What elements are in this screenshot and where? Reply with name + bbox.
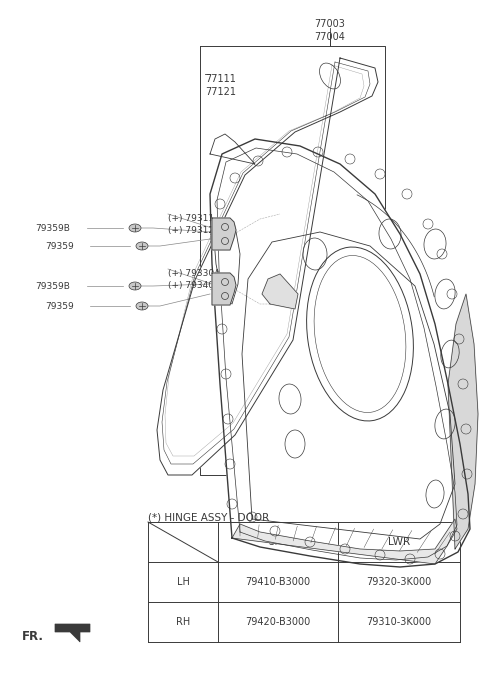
Text: 77003
77004: 77003 77004 <box>314 19 346 42</box>
Text: (+) 79311
(+) 79312: (+) 79311 (+) 79312 <box>168 214 214 235</box>
Polygon shape <box>262 274 298 309</box>
Text: LH: LH <box>177 577 190 587</box>
Ellipse shape <box>129 224 141 232</box>
Text: UPR: UPR <box>267 537 288 547</box>
Polygon shape <box>210 139 470 567</box>
Ellipse shape <box>136 242 148 250</box>
Text: (+) 79330A
(+) 79340: (+) 79330A (+) 79340 <box>168 269 220 290</box>
Polygon shape <box>448 294 478 549</box>
Ellipse shape <box>129 282 141 290</box>
Text: LWR: LWR <box>388 537 410 547</box>
Text: 79320-3K000: 79320-3K000 <box>366 577 432 587</box>
Polygon shape <box>232 519 457 564</box>
Polygon shape <box>212 218 236 250</box>
Text: (*) HINGE ASSY - DOOR: (*) HINGE ASSY - DOOR <box>148 512 269 522</box>
Text: FR.: FR. <box>22 629 44 643</box>
Polygon shape <box>212 273 236 305</box>
Ellipse shape <box>136 302 148 310</box>
Text: 79410-B3000: 79410-B3000 <box>245 577 311 587</box>
Text: 79359B: 79359B <box>35 223 70 232</box>
Text: 79359: 79359 <box>45 301 74 310</box>
Text: RH: RH <box>176 617 190 627</box>
Text: 79420-B3000: 79420-B3000 <box>245 617 311 627</box>
Text: 79359: 79359 <box>45 242 74 251</box>
Text: 79310-3K000: 79310-3K000 <box>366 617 432 627</box>
Text: 79359B: 79359B <box>35 282 70 291</box>
Polygon shape <box>157 58 378 475</box>
Text: 77111
77121: 77111 77121 <box>205 74 236 97</box>
Polygon shape <box>55 624 90 642</box>
